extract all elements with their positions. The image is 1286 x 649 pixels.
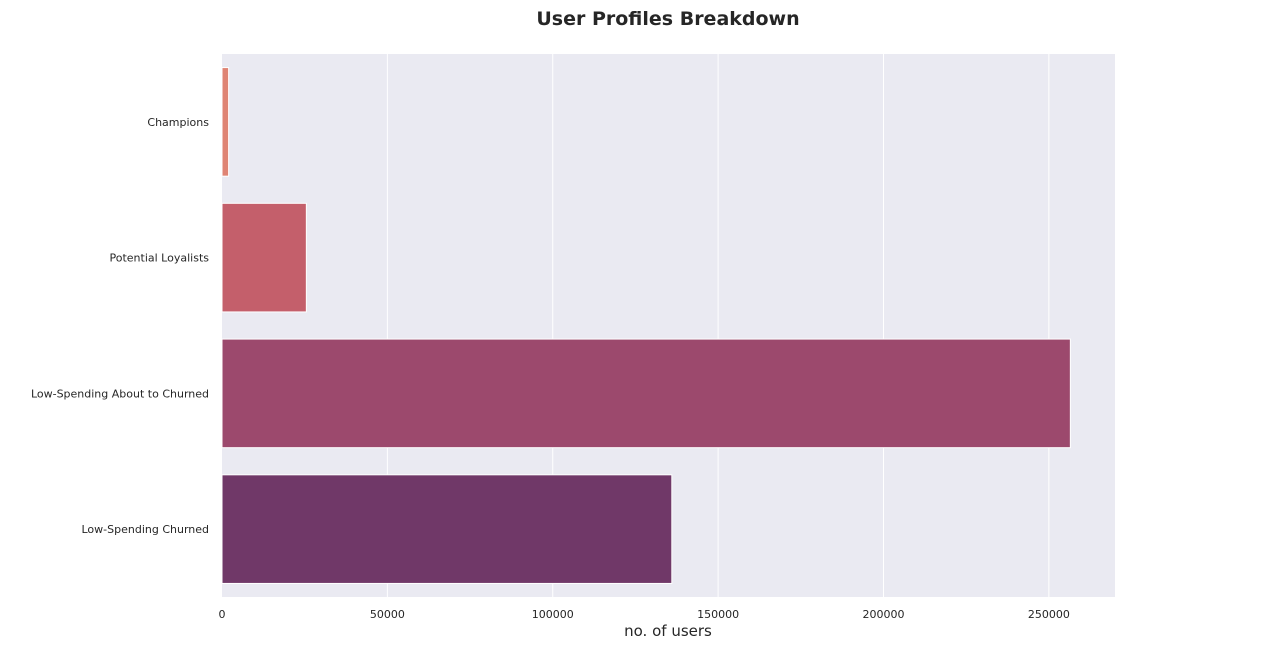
x-tick-label-3: 150000 <box>697 608 739 621</box>
x-tick-label-4: 200000 <box>862 608 904 621</box>
bars <box>221 67 1071 584</box>
y-tick-label-3: Low-Spending Churned <box>82 523 210 536</box>
bar-1 <box>221 202 307 313</box>
y-tick-label-0: Champions <box>147 116 209 129</box>
y-axis-tick-labels: Champions Potential Loyalists Low-Spending… <box>31 116 209 536</box>
bar-3 <box>221 474 673 584</box>
x-tick-label-0: 0 <box>219 608 226 621</box>
x-tick-label-2: 100000 <box>532 608 574 621</box>
bar-0 <box>221 67 230 177</box>
x-axis-tick-labels: 0 50000 100000 150000 200000 250000 <box>219 608 1070 621</box>
y-tick-label-1: Potential Loyalists <box>110 252 210 265</box>
x-tick-label-1: 50000 <box>370 608 405 621</box>
chart-title: User Profiles Breakdown <box>536 8 799 30</box>
x-tick-label-5: 250000 <box>1028 608 1070 621</box>
bar-2 <box>221 338 1071 449</box>
y-tick-label-2: Low-Spending About to Churned <box>31 387 209 400</box>
x-axis-label: no. of users <box>624 622 712 640</box>
